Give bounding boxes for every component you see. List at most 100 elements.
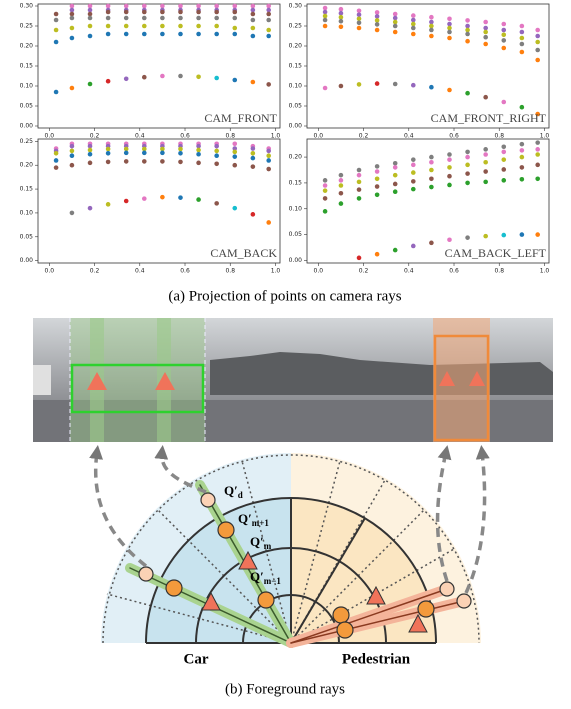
x-tick-label: 0.2 [90,268,100,275]
point [251,151,256,156]
point [323,86,328,91]
y-tick-label: 0.25 [20,138,34,145]
car-left [33,365,51,395]
x-tick-label: 1.0 [271,268,281,275]
point [214,16,219,21]
point [393,82,398,87]
point [375,14,380,19]
point [447,22,452,27]
point [465,28,470,33]
point [465,32,470,37]
point [106,24,111,29]
point [70,144,75,149]
point [54,90,59,95]
point [54,151,59,156]
point [142,151,147,156]
point [251,12,256,17]
y-tick-label: 0.00 [289,123,303,130]
point [160,74,165,79]
point [501,150,506,155]
point [266,153,271,158]
point [447,165,452,170]
x-tick-label: 1.0 [540,268,550,275]
point [196,197,201,202]
point [142,159,147,164]
point [323,24,328,29]
point [54,18,59,23]
ray-label-base: Q′ [224,483,238,498]
point [465,24,470,29]
point [251,80,256,85]
point [266,82,271,87]
point [483,147,488,152]
point [535,48,540,53]
point [323,14,328,19]
x-tick-label: 0.6 [449,268,459,275]
point [214,32,219,37]
point [251,164,256,169]
point [214,4,219,9]
point [411,18,416,23]
point [429,241,434,246]
y-tick-label: 0.00 [289,257,303,264]
point [447,237,452,242]
point [520,177,525,182]
point [520,50,525,55]
y-tick-label: 0.10 [20,83,34,90]
point [124,16,129,21]
x-tick-label: 0.8 [494,133,504,140]
point [142,24,147,29]
point [465,163,470,168]
point [251,156,256,161]
point [232,163,237,168]
y-tick-label: 0.15 [289,179,303,186]
point [393,165,398,170]
point [411,163,416,168]
y-tick-label: 0.20 [20,162,34,169]
point [357,82,362,87]
point [266,28,271,33]
point [214,162,219,167]
point [447,174,452,179]
point [106,151,111,156]
point [142,16,147,21]
point [501,46,506,51]
point [393,24,398,29]
point [196,152,201,157]
point [323,18,328,23]
axes-frame [38,139,280,263]
point [429,34,434,39]
point [501,33,506,38]
point [214,153,219,158]
point [393,16,398,21]
point [535,58,540,63]
x-tick-label: 0.4 [404,268,414,275]
point [266,12,271,17]
y-tick-label: 0.20 [20,43,34,50]
point [142,10,147,15]
point [339,84,344,89]
point [483,152,488,157]
point [357,26,362,31]
point [54,165,59,170]
point [232,16,237,21]
point [520,24,525,29]
point [465,150,470,155]
point [447,17,452,22]
point [160,16,165,21]
point [88,161,93,166]
point [106,79,111,84]
x-tick-label: 0.8 [225,268,235,275]
point [178,10,183,15]
point [251,26,256,31]
point [429,176,434,181]
point [251,34,256,39]
point [160,32,165,37]
point [232,32,237,37]
point [411,22,416,27]
y-tick-label: 0.15 [20,63,34,70]
point [124,4,129,9]
point [232,10,237,15]
point [339,173,344,178]
point [483,42,488,47]
